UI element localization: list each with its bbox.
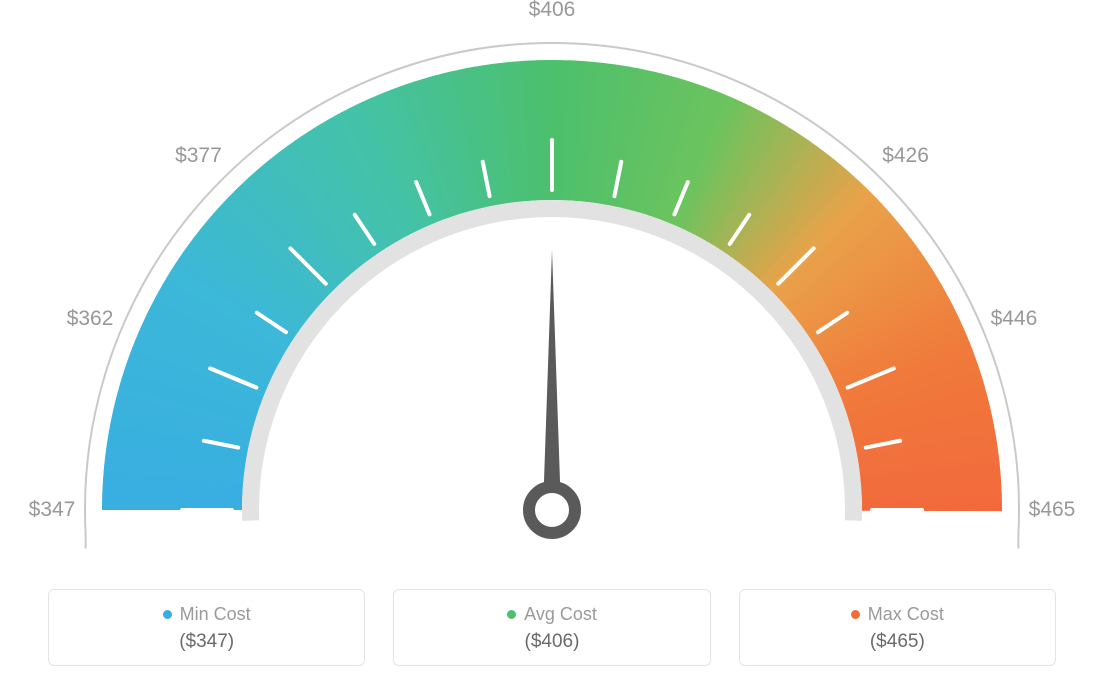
gauge-tick-label: $446 [991,307,1038,331]
chart-container: $347 $362 $377 $406 $426 $446 $465 Min Cost ($… [0,0,1104,690]
dot-icon [163,610,172,619]
gauge-tick-label: $465 [1029,498,1076,522]
legend-card-max: Max Cost ($465) [739,589,1056,666]
gauge-tick-label: $406 [529,0,576,22]
gauge-area: $347 $362 $377 $406 $426 $446 $465 [0,0,1104,560]
legend-row: Min Cost ($347) Avg Cost ($406) Max Cost… [48,589,1056,666]
legend-value-max: ($465) [748,631,1047,653]
gauge-tick-label: $362 [67,307,114,331]
legend-card-min: Min Cost ($347) [48,589,365,666]
gauge-tick-label: $426 [882,144,929,168]
gauge-svg [0,0,1104,560]
legend-title-max: Max Cost [851,604,944,625]
dot-icon [851,610,860,619]
dot-icon [507,610,516,619]
legend-title-avg: Avg Cost [507,604,597,625]
legend-label: Avg Cost [524,604,597,625]
legend-label: Max Cost [868,604,944,625]
legend-card-avg: Avg Cost ($406) [393,589,710,666]
legend-value-avg: ($406) [402,631,701,653]
gauge-tick-label: $377 [175,144,222,168]
gauge-tick-label: $347 [29,498,76,522]
legend-value-min: ($347) [57,631,356,653]
legend-title-min: Min Cost [163,604,251,625]
legend-label: Min Cost [180,604,251,625]
